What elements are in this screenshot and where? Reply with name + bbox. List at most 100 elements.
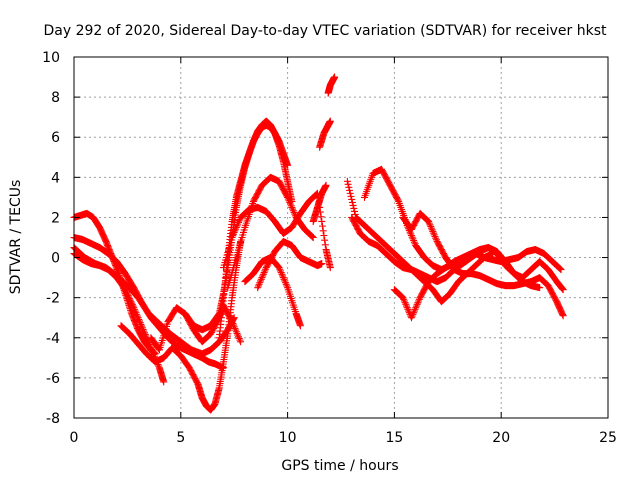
data-point [403,302,411,310]
data-point [284,195,292,203]
data-point [132,309,140,317]
data-point [346,186,354,194]
y-tick-label: -6 [46,371,60,387]
series-arc-5 [117,238,245,414]
series-arc-14 [324,73,339,97]
data-point [409,310,417,318]
y-tick-label: -8 [46,411,60,427]
data-point [123,289,131,297]
data-point [130,304,138,312]
data-point [277,269,285,277]
data-point [257,277,265,285]
data-points [70,73,567,414]
series-arc-1 [70,209,159,358]
data-point [141,330,149,338]
data-point [412,302,420,310]
data-point [320,231,328,239]
data-point [394,196,402,204]
data-point [262,265,270,273]
data-point [257,275,265,283]
data-point [234,331,242,339]
y-tick-label: 0 [51,251,60,267]
data-point [232,223,240,231]
x-axis-ticks: 0 5 10 15 20 25 [70,57,617,446]
data-point [430,229,438,237]
data-point [160,378,168,386]
data-point [285,197,293,205]
y-axis-ticks: -8 -6 -4 -2 0 2 4 6 8 10 [42,50,608,427]
data-point [131,307,139,315]
x-tick-label: 5 [176,430,185,446]
data-point [407,231,415,239]
data-point [235,217,243,225]
data-point [230,228,238,236]
data-point [399,294,407,302]
data-point [288,203,296,211]
data-point [234,333,242,341]
data-point [536,284,544,292]
x-tick-label: 25 [599,430,617,446]
data-point [254,282,262,290]
data-point [280,275,288,283]
data-point [276,267,284,275]
data-point [430,231,438,239]
data-point [128,299,136,307]
data-point [283,192,291,200]
x-axis-title: GPS time / hours [281,458,398,474]
x-tick-label: 20 [492,430,510,446]
data-point [291,210,299,218]
data-point [231,227,239,235]
data-point [429,227,437,235]
data-point [287,202,295,210]
data-point [232,326,240,334]
data-point [319,227,327,235]
data-point [149,349,157,357]
data-point [134,314,142,322]
series-arc-10 [224,173,317,292]
data-point [233,222,241,230]
data-point [410,237,418,245]
data-point [261,267,269,275]
data-point [556,264,564,272]
data-point [322,181,330,189]
data-point [296,322,304,330]
data-point [123,290,131,298]
data-point [146,342,154,350]
data-point [235,334,243,342]
series-arc-8 [215,117,296,342]
data-point [145,340,153,348]
data-point [229,232,237,240]
data-point [254,284,262,292]
y-tick-label: 6 [51,130,60,146]
data-point [275,264,283,272]
data-point [401,299,409,307]
data-point [133,310,141,318]
data-point [234,220,242,228]
data-point [124,292,132,300]
data-point [415,295,423,303]
data-point [402,300,410,308]
data-point [229,321,237,329]
data-point [122,287,130,295]
data-point [426,221,434,229]
y-tick-label: -2 [46,291,60,307]
data-point [131,305,139,313]
data-point [348,195,356,203]
data-point [138,322,146,330]
data-point [400,295,408,303]
data-point [148,347,156,355]
data-point [317,213,325,221]
data-point [556,265,564,273]
series-arc-13 [316,117,334,151]
data-point [286,198,294,206]
data-point [278,270,286,278]
data-point [137,320,145,328]
data-point [125,293,133,301]
data-point [282,280,290,288]
data-point [140,329,148,337]
x-tick-label: 10 [279,430,297,446]
data-point [155,345,163,353]
data-point [410,309,418,317]
